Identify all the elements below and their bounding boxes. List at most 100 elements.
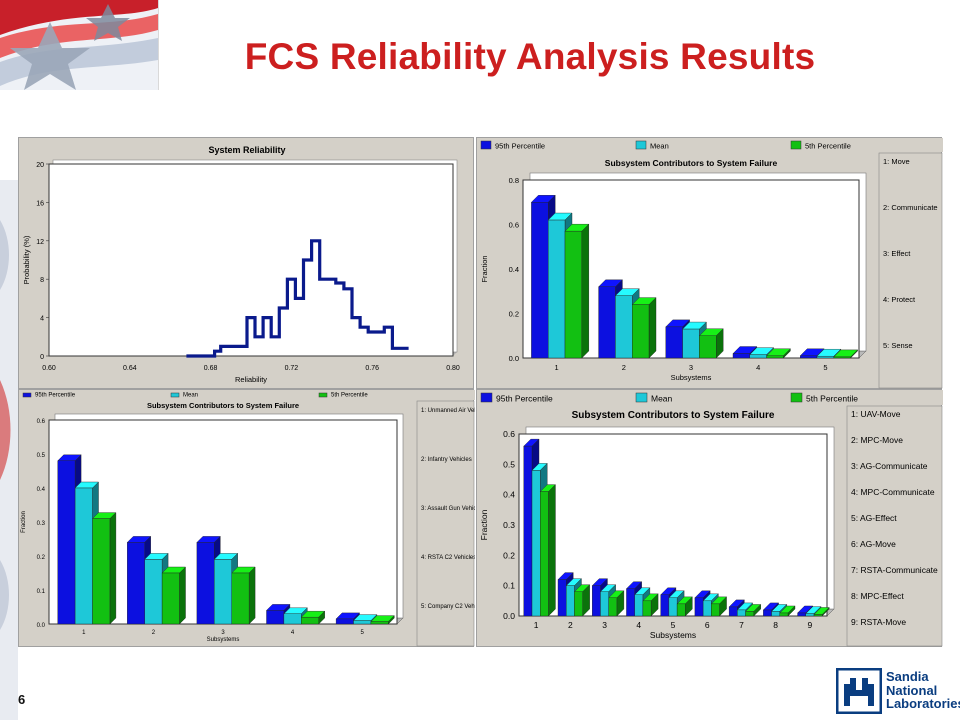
system-reliability-chart: System Reliability 0 4 8 12 16 20 0.60 0.64 0.68 0…	[18, 137, 474, 389]
bar-group	[642, 593, 659, 617]
logo-line-2: National	[886, 682, 938, 698]
bar-group	[698, 328, 724, 359]
logo-line-1: Sandia	[886, 669, 929, 684]
y-tick-label: 0.0	[503, 611, 515, 621]
legend-strip	[477, 390, 943, 405]
chart-title: Subsystem Contributors to System Failure	[605, 158, 778, 168]
y-tick-label: 0.2	[37, 555, 46, 561]
subsystem-contributors-plot-detailed: 95th Percentile Mean 5th Percentile 1: UAV-…	[477, 390, 943, 647]
bar	[634, 594, 644, 617]
x-tick-label: 2	[568, 620, 573, 630]
legend-label: Mean	[183, 393, 198, 399]
bar	[660, 594, 670, 617]
x-tick-label: 2	[622, 363, 626, 372]
x-tick-label: 3	[221, 630, 225, 636]
bar	[749, 354, 767, 359]
bar	[57, 460, 76, 625]
bar-group	[92, 512, 117, 625]
y-tick-label: 4	[40, 316, 44, 323]
legend-swatch	[635, 392, 648, 403]
bar	[564, 230, 582, 359]
subsystem-contributors-chart-top: 95th Percentile Mean 5th Percentile 1: Move…	[476, 137, 943, 389]
legend-swatch	[790, 140, 802, 150]
legend-label: 5th Percentile	[806, 394, 858, 404]
bar-side	[109, 512, 117, 625]
bar	[196, 542, 215, 625]
subsystem-contributors-plot-top: 95th Percentile Mean 5th Percentile 1: Move…	[477, 138, 943, 389]
category-legend-item: 2: Infantry Vehicles	[421, 457, 472, 463]
y-tick-label: 0.3	[37, 521, 46, 527]
bar	[592, 585, 601, 617]
legend-label: 5th Percentile	[805, 142, 851, 151]
y-tick-label: 0.5	[37, 453, 46, 459]
x-axis-label: Subsystems	[671, 373, 712, 382]
legend-label: 95th Percentile	[495, 142, 545, 151]
category-legend-item: 8: MPC-Effect	[851, 591, 904, 601]
bar-group	[710, 596, 728, 617]
flag-star-graphic	[0, 0, 158, 90]
bar	[682, 328, 700, 359]
bar	[523, 445, 533, 617]
y-tick-label: 0	[40, 354, 44, 361]
subsystem-contributors-chart-vehicles: 95th Percentile Mean 5th Percentile 1: Unma…	[18, 389, 475, 647]
x-tick-label: 9	[808, 620, 813, 630]
bar-group	[539, 484, 556, 617]
bar-side	[581, 223, 590, 359]
bar	[161, 572, 180, 625]
bar	[745, 611, 754, 617]
x-tick-label: 0.72	[285, 365, 299, 372]
bar-group	[766, 348, 791, 359]
legend-label: 95th Percentile	[496, 394, 553, 404]
legend-swatch	[480, 140, 492, 150]
y-tick-label: 16	[36, 200, 44, 207]
subsystem-contributors-chart-detailed: 95th Percentile Mean 5th Percentile 1: UAV-…	[476, 389, 943, 647]
sandia-thunderbird-icon	[835, 667, 883, 715]
y-tick-label: 0.0	[37, 623, 46, 629]
category-legend-item: 2: MPC-Move	[851, 435, 903, 445]
bar	[800, 355, 818, 359]
bar	[763, 609, 772, 617]
x-tick-label: 7	[739, 620, 744, 630]
x-tick-label: 1	[82, 630, 86, 636]
x-tick-label: 0.60	[42, 365, 56, 372]
chart-title: Subsystem Contributors to System Failure	[147, 401, 299, 410]
category-legend-item: 3: AG-Communicate	[851, 461, 928, 471]
sandia-logo: Sandia National Laboratories	[835, 667, 960, 715]
category-legend-item: 7: RSTA-Communicate	[851, 565, 938, 575]
bar	[608, 597, 618, 617]
bar	[615, 295, 633, 359]
category-legend-box	[416, 400, 475, 647]
bar	[665, 326, 683, 359]
bar	[370, 621, 389, 625]
bar	[626, 588, 635, 617]
bar	[813, 614, 823, 617]
bar	[797, 612, 806, 617]
bar	[566, 585, 575, 617]
y-tick-label: 8	[40, 277, 44, 284]
bar-group	[573, 584, 591, 617]
bar	[353, 620, 372, 625]
bar-group	[813, 607, 830, 617]
bar-group	[161, 566, 186, 625]
bar	[631, 304, 650, 359]
category-legend-box	[878, 152, 943, 389]
x-tick-label: 2	[152, 630, 156, 636]
sandia-logo-text: Sandia National Laboratories	[886, 670, 960, 711]
legend-swatch	[635, 140, 647, 150]
system-reliability-plot: System Reliability 0 4 8 12 16 20 0.60 0.64 0.68 0…	[22, 145, 460, 384]
bar	[231, 572, 250, 625]
bar	[779, 612, 789, 617]
legend-swatch	[22, 392, 32, 398]
page-title: FCS Reliability Analysis Results	[244, 36, 816, 77]
y-tick-label: 0.0	[509, 354, 519, 363]
bar-group	[608, 590, 625, 617]
x-axis-label: Subsystems	[650, 630, 696, 640]
category-legend-item: 1: UAV-Move	[851, 409, 901, 419]
bar	[144, 559, 163, 625]
reliability-series-line	[186, 239, 409, 358]
category-legend-item: 4: MPC-Communicate	[851, 487, 935, 497]
x-axis-label: Subsystems	[207, 637, 240, 643]
bar	[668, 597, 678, 617]
category-legend-item: 6: AG-Move	[851, 539, 896, 549]
bar	[531, 470, 541, 617]
